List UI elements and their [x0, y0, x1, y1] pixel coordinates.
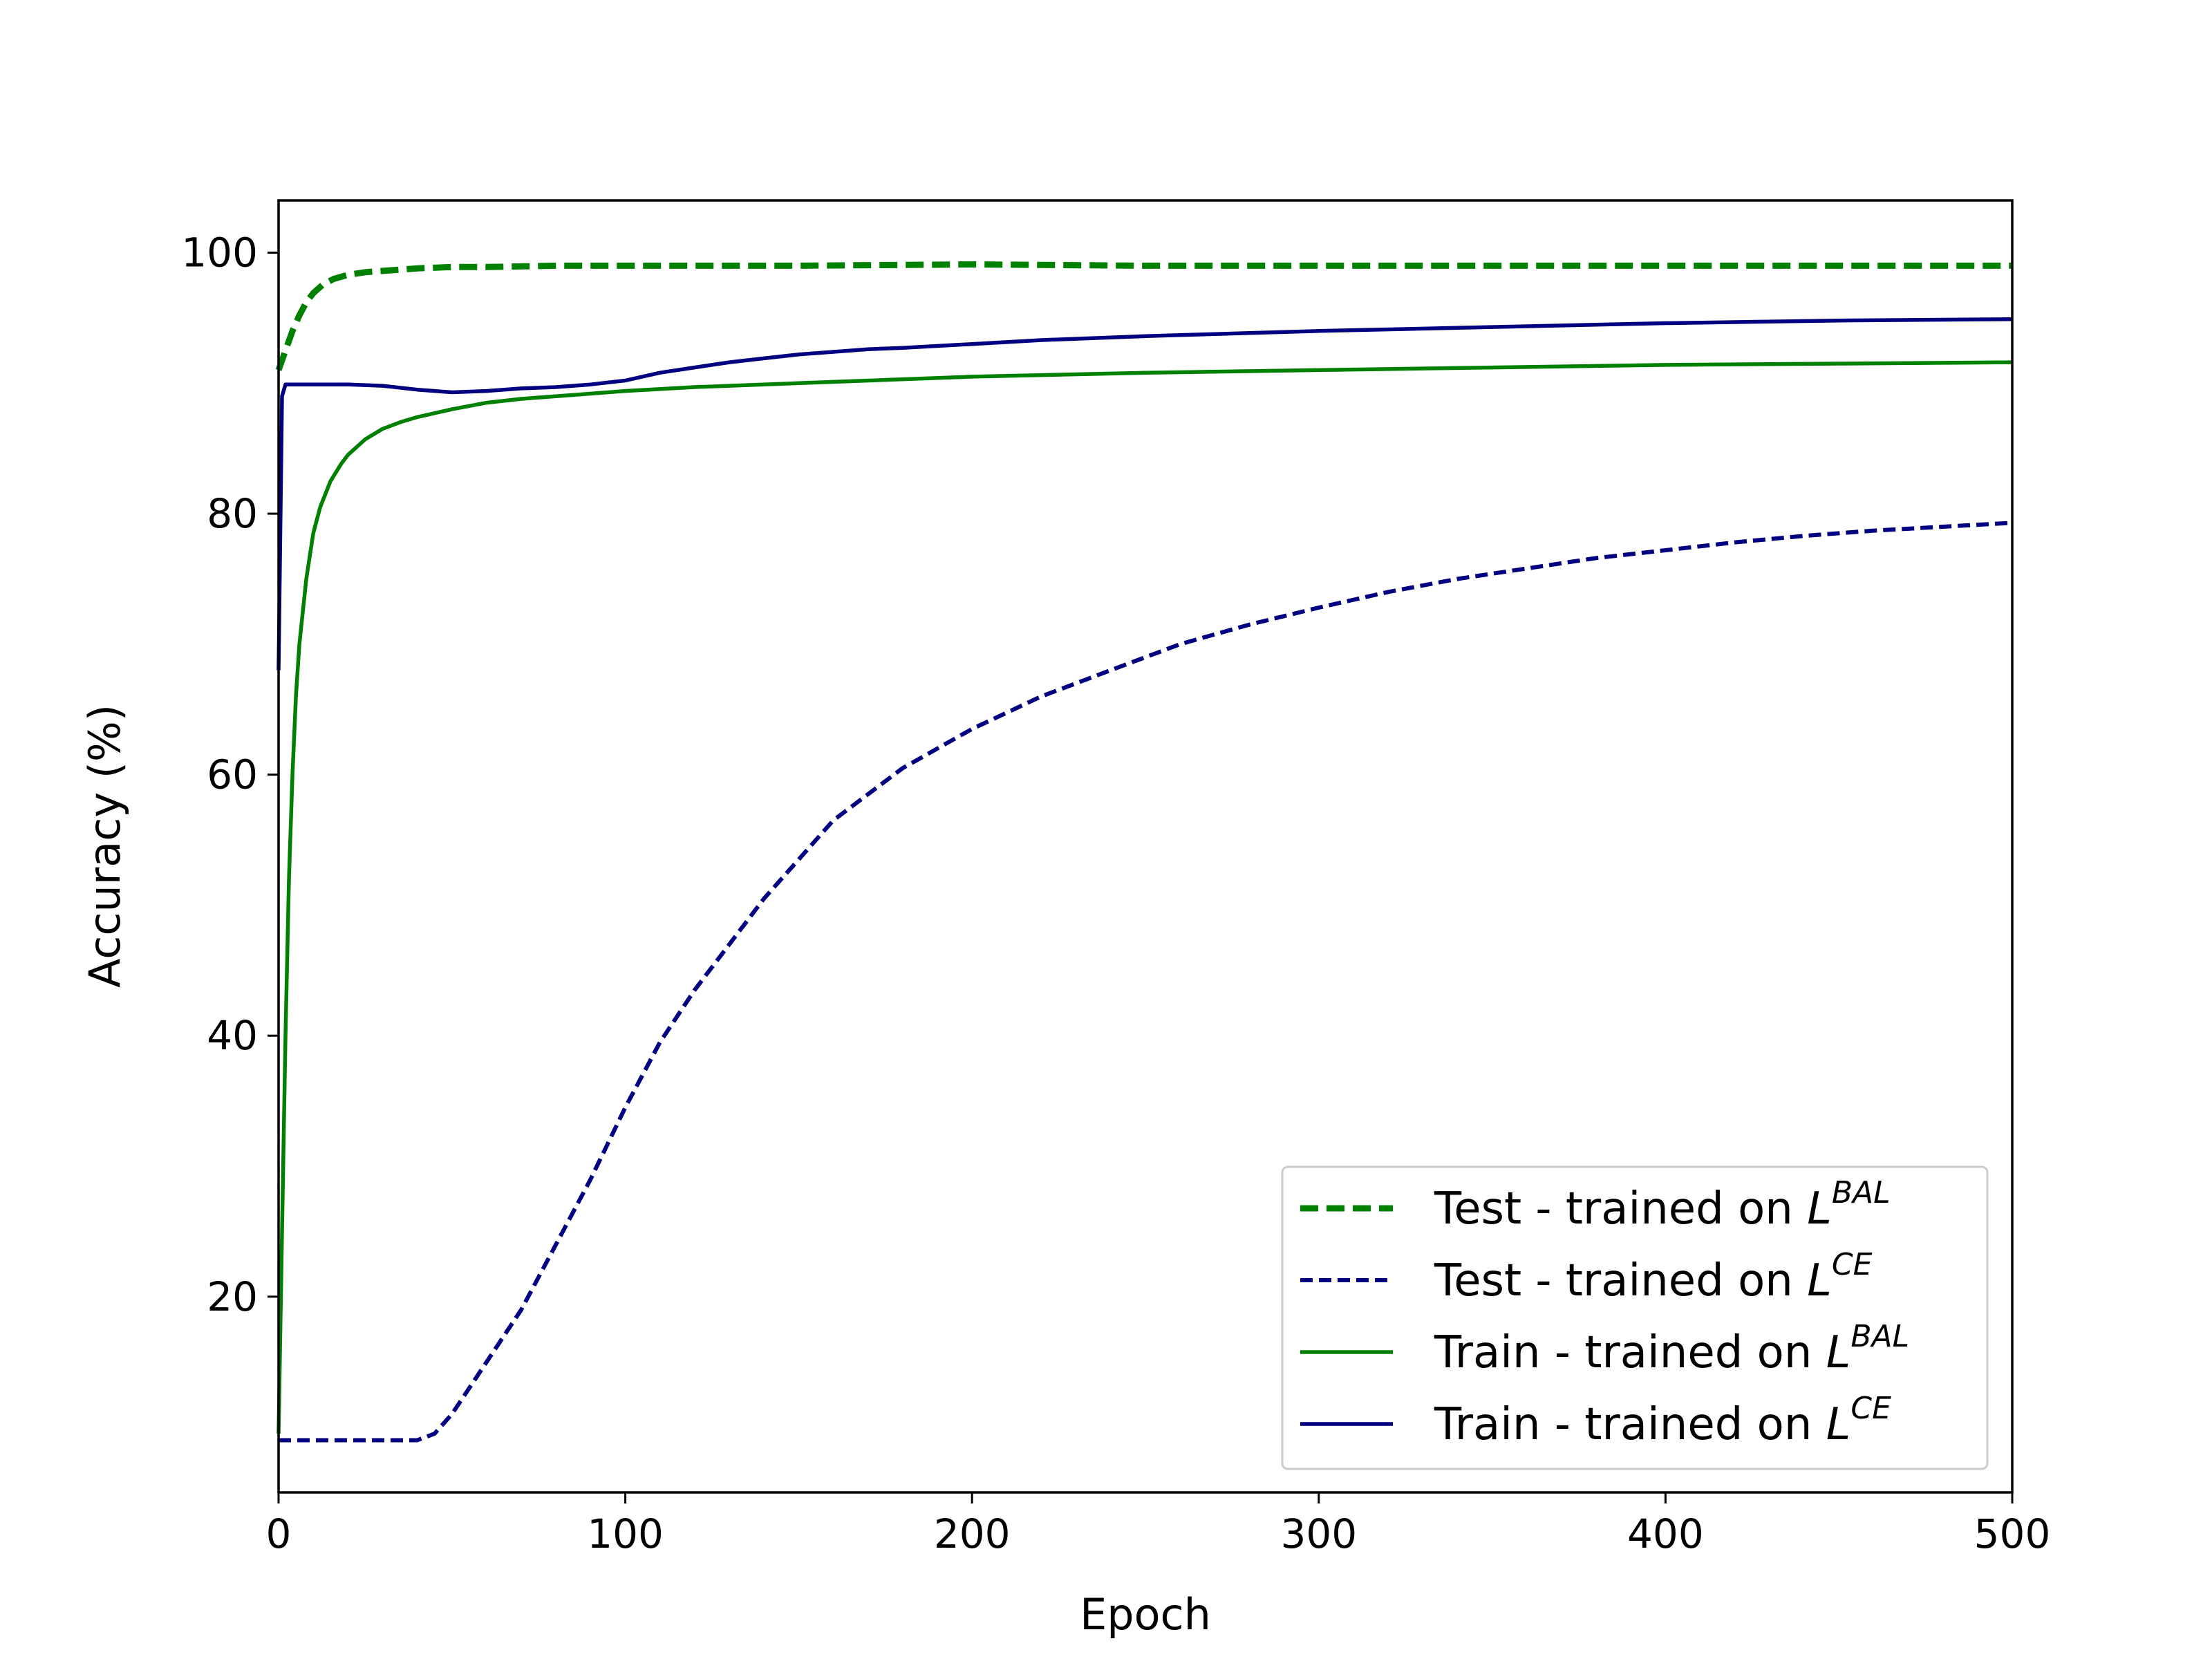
tick-layer: 0 100 200 300 400 500 20 40 60 80 100 [181, 229, 2050, 1557]
x-tick-label: 0 [266, 1510, 292, 1557]
x-tick-label: 300 [1280, 1510, 1357, 1557]
x-tick-label: 100 [587, 1510, 664, 1557]
series-line-4 [276, 317, 2013, 671]
y-tick-label: 40 [207, 1012, 258, 1059]
x-tick-label: 200 [934, 1510, 1011, 1557]
x-tick-label: 500 [1974, 1510, 2051, 1557]
x-tick-label: 400 [1627, 1510, 1704, 1557]
y-tick-label: 60 [207, 751, 258, 798]
y-tick-label: 100 [181, 229, 258, 276]
series-layer [275, 261, 2013, 1443]
plot-frame [277, 199, 2014, 1494]
y-tick-label: 80 [207, 490, 258, 537]
y-axis-title: Accuracy (%) [79, 704, 130, 988]
legend-label-2: Test - trained on LCE [1434, 1247, 1873, 1306]
series-line-1 [275, 261, 2012, 371]
series-line-3 [276, 360, 2013, 1434]
legend-box [1281, 1165, 1989, 1470]
x-axis-title: Epoch [1080, 1589, 1211, 1640]
legend-label-4: Train - trained on LCE [1434, 1391, 1891, 1450]
legend-label-1: Test - trained on LBAL [1434, 1175, 1891, 1235]
series-line-2 [279, 521, 2013, 1443]
legend: Test - trained on LBAL Test - trained on … [1281, 1165, 1989, 1470]
y-tick-label: 20 [207, 1273, 258, 1320]
legend-label-3: Train - trained on LBAL [1434, 1319, 1909, 1378]
